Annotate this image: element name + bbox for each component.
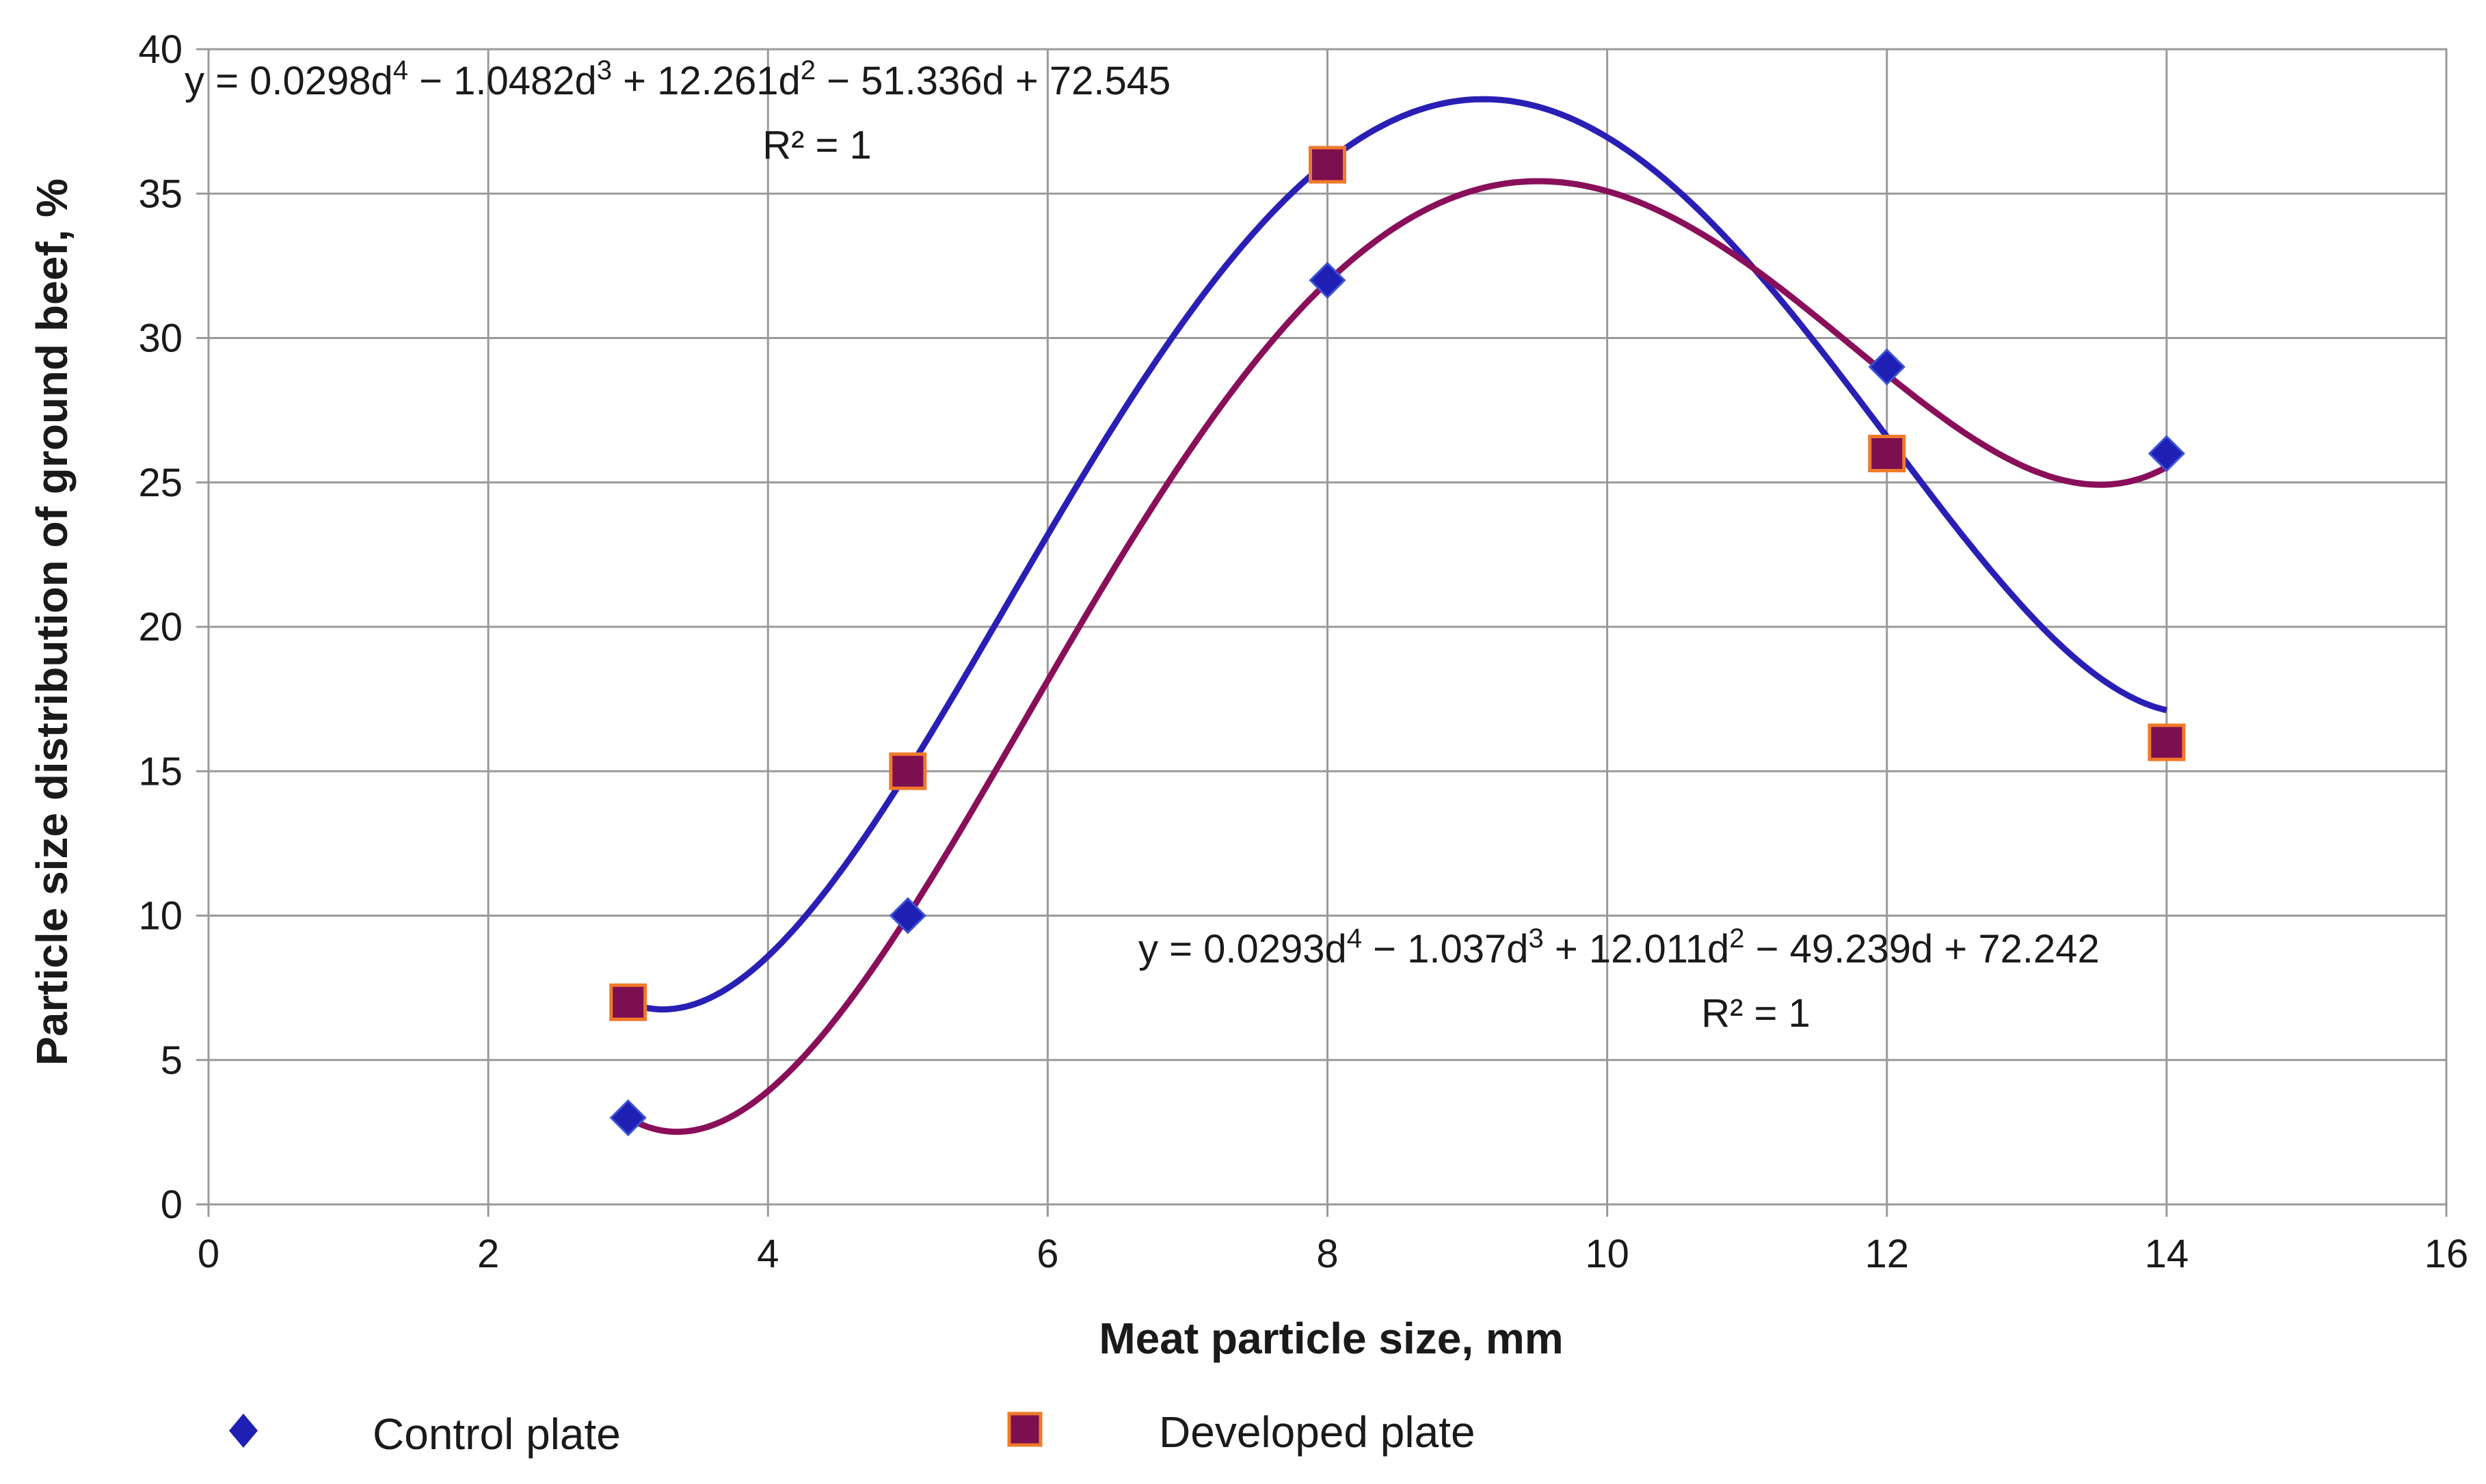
trendlines (626, 96, 2169, 1135)
grid (196, 48, 2448, 1217)
y-tick-label: 15 (138, 749, 183, 794)
legend-label-developed: Developed plate (1159, 1407, 1475, 1457)
tick-labels: 0 5 10 15 20 25 30 35 40 0 2 4 6 8 10 12 14 16 (138, 27, 2468, 1276)
x-tick-label: 10 (1585, 1232, 1629, 1276)
x-tick-label: 16 (2424, 1232, 2469, 1276)
y-tick-label: 25 (138, 461, 183, 505)
y-axis-title: Particle size distribution of ground bee… (27, 178, 77, 1066)
equation-developed-exp-2: 3 (597, 55, 612, 85)
equation-control-exp-2: 3 (1529, 923, 1544, 954)
legend: Control plate Developed plate (229, 1407, 1475, 1459)
x-tick-label: 12 (1864, 1232, 1909, 1276)
equation-control-exp-3: 2 (1729, 923, 1744, 954)
equation-control: y = 0.0293d4 − 1.037d3 + 12.011d2 − 49.2… (1138, 923, 2100, 1036)
legend-marker-developed (1007, 1412, 1043, 1447)
equation-control-part-1: y = 0.0293d (1138, 927, 1347, 971)
point-developed (2148, 723, 2186, 761)
point-developed (1868, 435, 1906, 472)
point-control (609, 1099, 647, 1137)
x-tick-label: 0 (198, 1232, 219, 1276)
equation-control-part-4: − 49.239d + 72.242 (1744, 927, 2099, 971)
point-developed (609, 983, 647, 1021)
y-tick-label: 0 (161, 1183, 183, 1227)
point-developed (1309, 146, 1346, 184)
x-tick-label: 2 (477, 1232, 499, 1276)
r2-developed: R² = 1 (762, 123, 872, 167)
svg-text:y = 0.0298d4 − 1.0482d3 + 12.2: y = 0.0298d4 − 1.0482d3 + 12.261d2 − 51.… (185, 55, 1171, 103)
equation-developed-exp-1: 4 (393, 55, 408, 85)
trendline-control (627, 96, 2168, 1013)
svg-text:y = 0.0293d4 − 1.037d3 + 12.01: y = 0.0293d4 − 1.037d3 + 12.011d2 − 49.2… (1138, 923, 2100, 971)
point-control (2148, 435, 2185, 472)
x-tick-label: 4 (757, 1232, 779, 1276)
equation-developed: y = 0.0298d4 − 1.0482d3 + 12.261d2 − 51.… (185, 55, 1171, 167)
equation-developed-part-3: + 12.261d (612, 59, 801, 103)
equation-developed-part-1: y = 0.0298d (185, 59, 393, 103)
equation-developed-exp-3: 2 (801, 55, 816, 85)
y-tick-label: 5 (161, 1038, 183, 1083)
equation-control-part-2: − 1.037d (1362, 927, 1529, 971)
x-axis-title: Meat particle size, mm (1099, 1314, 1563, 1363)
point-control (889, 897, 926, 934)
y-tick-label: 20 (138, 605, 183, 649)
x-tick-label: 6 (1037, 1232, 1058, 1276)
legend-marker-control (229, 1414, 258, 1448)
x-tick-label: 8 (1316, 1232, 1338, 1276)
point-control (1309, 261, 1346, 299)
trendline-developed (626, 178, 2169, 1135)
y-tick-label: 30 (138, 316, 183, 361)
equation-developed-part-2: − 1.0482d (408, 59, 597, 103)
x-tick-label: 14 (2145, 1232, 2189, 1276)
legend-label-control: Control plate (373, 1409, 621, 1459)
r2-control: R² = 1 (1701, 991, 1810, 1036)
equation-control-part-3: + 12.011d (1544, 927, 1729, 971)
data-points (609, 146, 2186, 1137)
y-tick-label: 40 (138, 27, 183, 72)
y-tick-label: 35 (138, 172, 183, 216)
equation-developed-part-4: − 51.336d + 72.545 (816, 59, 1171, 103)
equation-control-exp-1: 4 (1347, 923, 1362, 954)
y-tick-label: 10 (138, 894, 183, 939)
point-control (1868, 348, 1906, 386)
point-developed (889, 752, 927, 790)
